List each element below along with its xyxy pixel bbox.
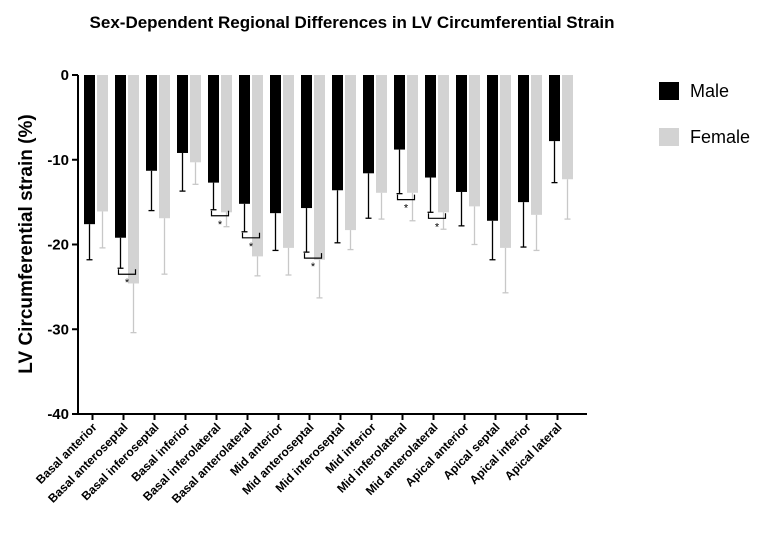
male-bar: [549, 75, 560, 142]
male-bar: [487, 75, 498, 221]
significance-markers: * * * * * *: [117, 194, 447, 289]
chart-title: Sex-Dependent Regional Differences in LV…: [90, 13, 615, 32]
male-bar: [115, 75, 126, 238]
y-axis-label: LV Circumferential strain (%): [16, 114, 37, 373]
male-bar: [177, 75, 188, 153]
significance-star: *: [125, 277, 130, 289]
male-bar: [270, 75, 281, 214]
significance-bracket: [427, 213, 447, 219]
female-bar: [97, 75, 108, 212]
significance-star: *: [218, 219, 223, 231]
female-bar: [252, 75, 263, 257]
female-bar: [283, 75, 294, 248]
legend: Male Female: [659, 81, 750, 147]
male-bar: [239, 75, 250, 204]
female-bar: [159, 75, 170, 219]
female-bar: [562, 75, 573, 180]
female-bar: [531, 75, 542, 215]
female-bar: [345, 75, 356, 231]
female-bar: [500, 75, 511, 248]
female-bar: [376, 75, 387, 193]
male-bar: [208, 75, 219, 183]
axes: 0 -10 -20 -30 -40: [47, 67, 587, 423]
male-bar: [518, 75, 529, 203]
significance-star: *: [404, 203, 409, 215]
male-bar: [146, 75, 157, 171]
significance-bracket: [210, 210, 230, 217]
female-bar: [407, 75, 418, 193]
male-bar: [301, 75, 312, 209]
female-bar: [438, 75, 449, 213]
male-bar: [394, 75, 405, 150]
male-bar: [332, 75, 343, 191]
bars: [84, 75, 573, 284]
female-bar: [190, 75, 201, 163]
female-legend-label: Female: [690, 127, 750, 147]
male-legend-label: Male: [690, 81, 729, 101]
y-tick-label: -10: [47, 152, 69, 169]
y-tick-label: -20: [47, 237, 69, 254]
significance-star: *: [435, 221, 440, 233]
significance-bracket: [117, 269, 137, 275]
male-bar: [84, 75, 95, 225]
error-bars: [86, 141, 571, 334]
male-legend-swatch: [659, 82, 679, 100]
female-bar: [221, 75, 232, 213]
male-bar: [425, 75, 436, 178]
male-bar: [456, 75, 467, 192]
significance-star: *: [249, 241, 254, 253]
significance-star: *: [311, 261, 316, 273]
female-bar: [128, 75, 139, 284]
female-bar: [469, 75, 480, 207]
significance-bracket: [303, 253, 323, 259]
female-legend-swatch: [659, 128, 679, 146]
y-tick-label: -30: [47, 321, 69, 338]
female-bar: [314, 75, 325, 260]
y-tick-label: -40: [47, 406, 69, 423]
male-bar: [363, 75, 374, 174]
significance-bracket: [241, 232, 261, 239]
significance-bracket: [396, 194, 416, 201]
y-tick-label: 0: [61, 67, 69, 84]
